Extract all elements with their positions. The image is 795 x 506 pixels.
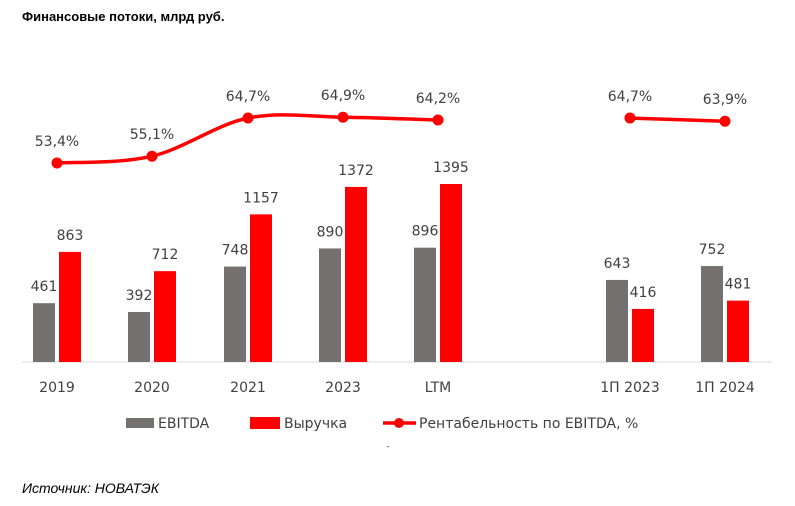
data-label-revenue: 863	[57, 228, 84, 244]
bar-ebitda	[128, 311, 150, 362]
bar-revenue	[727, 300, 749, 362]
data-label-ebitda: 748	[222, 243, 249, 259]
data-label-ebitda: 643	[604, 256, 631, 272]
data-label-revenue: 712	[152, 247, 179, 263]
margin-point	[432, 114, 444, 126]
x-tick-label: 2019	[39, 380, 75, 396]
bar-revenue	[250, 214, 272, 362]
data-label-ebitda: 392	[126, 288, 153, 304]
bar-ebitda	[701, 266, 723, 362]
margin-point	[624, 112, 636, 124]
margin-point	[242, 112, 254, 124]
data-label-margin: 64,7%	[226, 89, 270, 105]
chart: 461 863 2019 392 712 2020 748 1157 2021 890 1372 20…	[22, 88, 772, 452]
margin-point	[51, 157, 63, 169]
x-tick-label: LTM	[425, 380, 452, 396]
bar-ebitda	[414, 247, 436, 362]
legend-swatch-revenue	[250, 417, 280, 429]
legend-swatch-ebitda	[126, 418, 154, 428]
bar-ebitda	[224, 266, 246, 362]
data-label-margin: 64,2%	[416, 91, 460, 107]
x-tick-label: 2021	[230, 380, 266, 396]
data-label-ebitda: 752	[699, 242, 726, 258]
data-label-revenue: 1395	[433, 160, 469, 176]
data-label-revenue: 481	[725, 277, 752, 293]
data-label-margin: 64,9%	[321, 88, 365, 104]
data-label-revenue: 1372	[338, 163, 374, 179]
x-tick-label: 2023	[325, 380, 361, 396]
source-note: Источник: НОВАТЭК	[22, 480, 159, 496]
legend-label-revenue: Выручка	[284, 416, 347, 432]
data-label-ebitda: 896	[412, 224, 439, 240]
legend-extra: -	[386, 442, 389, 452]
bar-ebitda	[606, 279, 628, 362]
bar-ebitda	[33, 303, 55, 362]
bar-revenue	[154, 271, 176, 362]
x-tick-label: 2020	[134, 380, 170, 396]
legend-marker-margin	[394, 418, 404, 428]
margin-line	[629, 116, 726, 123]
data-label-ebitda: 461	[31, 279, 58, 295]
margin-point	[719, 115, 731, 127]
bar-ebitda	[319, 248, 341, 362]
margin-point	[337, 111, 349, 123]
x-tick-label: 1П 2023	[600, 380, 660, 396]
data-label-margin: 64,7%	[608, 89, 652, 105]
data-label-margin: 63,9%	[703, 92, 747, 108]
data-label-ebitda: 890	[317, 224, 344, 240]
bar-revenue	[632, 308, 654, 362]
x-tick-label: 1П 2024	[695, 380, 755, 396]
data-label-margin: 53,4%	[35, 134, 79, 150]
data-label-revenue: 1157	[243, 190, 279, 206]
margin-point	[146, 150, 158, 162]
bar-revenue	[345, 186, 367, 362]
bar-revenue	[440, 184, 462, 362]
legend-label-ebitda: EBITDA	[158, 416, 210, 432]
data-label-revenue: 416	[630, 285, 657, 301]
bar-revenue	[59, 251, 81, 362]
data-label-margin: 55,1%	[130, 127, 174, 143]
legend-label-margin: Рентабельность по EBITDA, %	[419, 416, 638, 432]
chart-title: Финансовые потоки, млрд руб.	[22, 9, 225, 24]
